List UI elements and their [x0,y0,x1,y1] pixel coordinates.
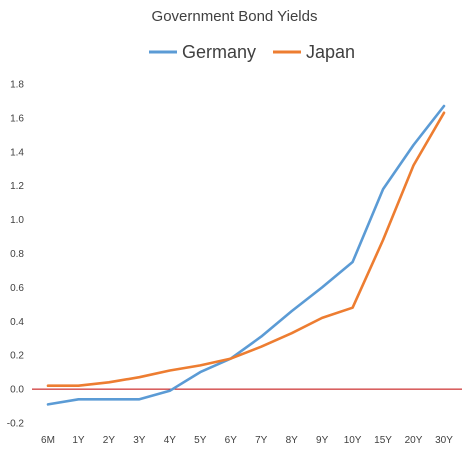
y-tick-label: 1.6 [10,113,24,124]
y-tick-label: 0.8 [10,249,24,260]
x-tick-label: 15Y [374,435,392,446]
y-tick-label: 0.4 [10,317,24,328]
x-tick-label: 5Y [194,435,207,446]
x-tick-label: 20Y [405,435,423,446]
y-tick-label: 0.0 [10,385,24,396]
y-tick-label: -0.2 [7,419,25,430]
x-tick-label: 7Y [255,435,268,446]
x-tick-label: 6M [41,435,55,446]
series-group [46,104,446,406]
legend-label-germany: Germany [182,42,256,62]
x-tick-label: 1Y [72,435,85,446]
x-tick-label: 2Y [103,435,116,446]
y-tick-label: 0.6 [10,283,24,294]
x-tick-label: 30Y [435,435,453,446]
x-tick-label: 6Y [225,435,238,446]
x-tick-label: 4Y [164,435,177,446]
x-tick-label: 3Y [133,435,146,446]
series-line-germany [46,104,446,406]
y-tick-label: 1.0 [10,215,24,226]
legend: Germany Japan [149,42,355,62]
y-tick-label: 1.4 [10,147,24,158]
y-tick-label: 0.2 [10,351,24,362]
x-axis: 6M 1Y 2Y 3Y 4Y 5Y 6Y 7Y 8Y 9Y 10Y 15Y 20Y 30Y [41,435,453,446]
x-tick-label: 10Y [344,435,362,446]
series-line-japan [46,111,446,388]
x-tick-label: 8Y [286,435,299,446]
y-tick-label: 1.2 [10,181,24,192]
legend-label-japan: Japan [306,42,355,62]
y-tick-label: 1.8 [10,80,24,91]
chart-title: Government Bond Yields [151,8,318,25]
x-tick-label: 9Y [316,435,329,446]
y-axis: -0.2 0.0 0.2 0.4 0.6 0.8 1.0 1.2 1.4 1.6 1.8 [7,80,25,430]
